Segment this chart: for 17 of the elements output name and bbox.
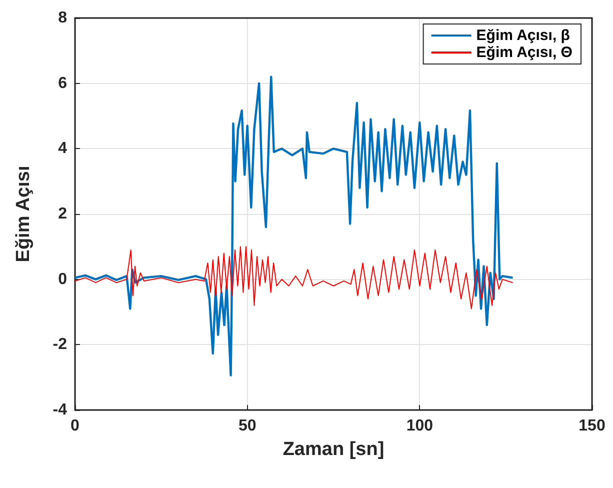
y-tick-label: 4	[58, 140, 68, 158]
legend-label: Eğim Açısı, β	[476, 27, 570, 44]
y-tick-label: -2	[52, 336, 68, 354]
x-tick-label: 100	[406, 418, 434, 434]
y-tick-label: 6	[58, 74, 68, 92]
x-tick-label: 50	[238, 418, 256, 434]
y-tick-label: 0	[58, 270, 68, 288]
line-series	[74, 246, 514, 310]
y-tick-label: 8	[58, 10, 68, 26]
x-tick-label: 150	[578, 418, 606, 434]
y-tick-label: 2	[58, 206, 68, 222]
y-axis-title: Eğim Açısı	[13, 166, 34, 262]
x-tick-label: 0	[70, 418, 80, 434]
y-tick-label: -4	[52, 402, 68, 418]
line-series	[74, 76, 514, 376]
x-axis-title: Zaman [sn]	[282, 439, 384, 460]
legend-label: Eğim Açısı, Θ	[476, 44, 573, 61]
